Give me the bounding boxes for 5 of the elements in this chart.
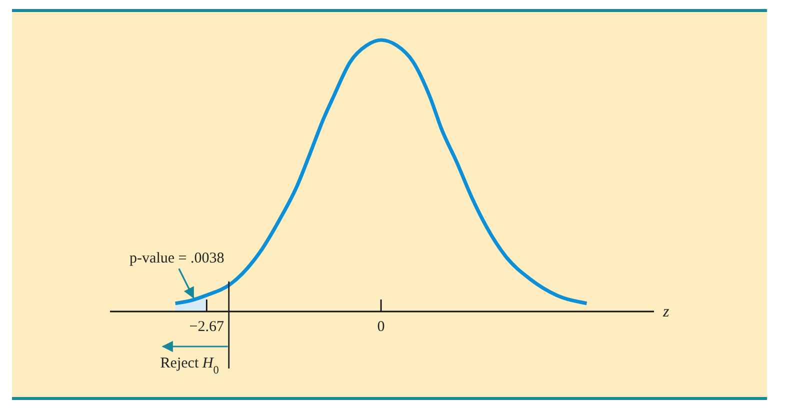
- x-tick-label: 0: [377, 319, 385, 336]
- x-tick-label: −2.67: [189, 319, 225, 336]
- x-axis-title: z: [662, 304, 670, 320]
- ref-line-label: Reject H$_{0}$: [160, 356, 220, 376]
- annotation: p-value = .0038: [130, 250, 224, 267]
